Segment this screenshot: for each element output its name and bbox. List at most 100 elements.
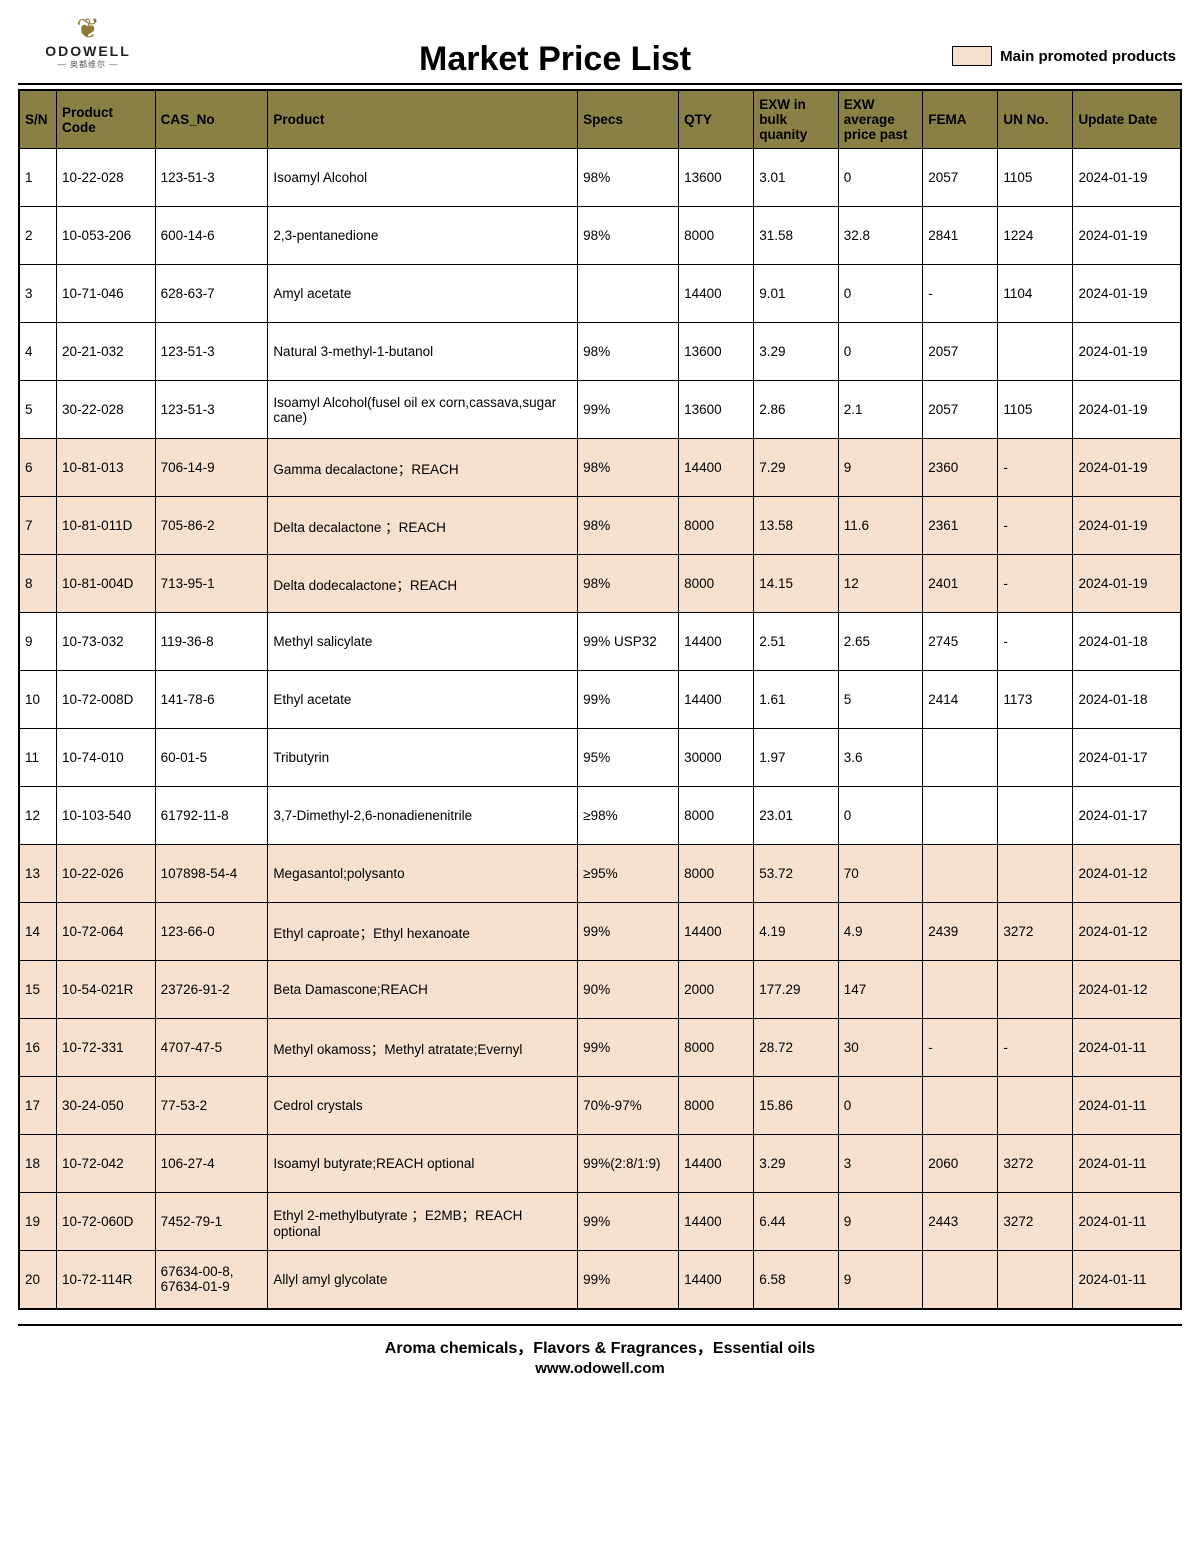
table-cell: 141-78-6 bbox=[155, 671, 268, 729]
table-row: 210-053-206600-14-62,3-pentanedione98%80… bbox=[19, 207, 1181, 265]
table-cell: 10-54-021R bbox=[57, 961, 156, 1019]
table-cell: 2060 bbox=[923, 1135, 998, 1193]
table-cell: 67634-00-8, 67634-01-9 bbox=[155, 1251, 268, 1309]
table-cell bbox=[923, 1251, 998, 1309]
table-cell: 0 bbox=[838, 1077, 923, 1135]
table-cell bbox=[998, 787, 1073, 845]
table-header-row: S/NProduct CodeCAS_NoProductSpecsQTYEXW … bbox=[19, 90, 1181, 149]
table-cell: 2414 bbox=[923, 671, 998, 729]
table-cell: 8000 bbox=[679, 1019, 754, 1077]
table-cell: 147 bbox=[838, 961, 923, 1019]
table-cell: 106-27-4 bbox=[155, 1135, 268, 1193]
table-cell: - bbox=[998, 439, 1073, 497]
table-cell: 0 bbox=[838, 787, 923, 845]
table-cell: 98% bbox=[578, 555, 679, 613]
table-cell: 10-72-114R bbox=[57, 1251, 156, 1309]
table-cell: 2.1 bbox=[838, 381, 923, 439]
table-cell: 0 bbox=[838, 323, 923, 381]
table-cell: 13600 bbox=[679, 149, 754, 207]
table-cell: 123-51-3 bbox=[155, 381, 268, 439]
footer-tagline: Aroma chemicals，Flavors & Fragrances，Ess… bbox=[18, 1334, 1182, 1358]
table-cell: 2360 bbox=[923, 439, 998, 497]
legend: Main promoted products bbox=[952, 46, 1176, 66]
table-cell: Ethyl acetate bbox=[268, 671, 578, 729]
table-cell: 99% bbox=[578, 903, 679, 961]
table-cell: 10-73-032 bbox=[57, 613, 156, 671]
table-cell: 10-81-011D bbox=[57, 497, 156, 555]
table-cell: Natural 3-methyl-1-butanol bbox=[268, 323, 578, 381]
table-cell: - bbox=[998, 497, 1073, 555]
table-cell: 2.65 bbox=[838, 613, 923, 671]
brand-subtitle: — 奥都维尔 — bbox=[58, 59, 118, 70]
table-cell: 2024-01-11 bbox=[1073, 1077, 1181, 1135]
table-cell: 17 bbox=[19, 1077, 57, 1135]
table-cell: 3272 bbox=[998, 903, 1073, 961]
table-cell: 705-86-2 bbox=[155, 497, 268, 555]
table-cell: 1105 bbox=[998, 381, 1073, 439]
table-cell: 3.29 bbox=[754, 323, 839, 381]
table-cell: 600-14-6 bbox=[155, 207, 268, 265]
table-cell: 1 bbox=[19, 149, 57, 207]
table-cell: 14400 bbox=[679, 671, 754, 729]
table-row: 2010-72-114R67634-00-8, 67634-01-9Allyl … bbox=[19, 1251, 1181, 1309]
column-header: Specs bbox=[578, 90, 679, 149]
table-cell: 9 bbox=[19, 613, 57, 671]
table-cell: 7 bbox=[19, 497, 57, 555]
table-row: 1210-103-54061792-11-83,7-Dimethyl-2,6-n… bbox=[19, 787, 1181, 845]
table-cell: 8000 bbox=[679, 787, 754, 845]
table-cell: 16 bbox=[19, 1019, 57, 1077]
table-cell: 3.01 bbox=[754, 149, 839, 207]
table-cell: 98% bbox=[578, 149, 679, 207]
table-cell: 12 bbox=[838, 555, 923, 613]
table-cell: 13600 bbox=[679, 381, 754, 439]
table-cell: Delta decalactone ；REACH bbox=[268, 497, 578, 555]
table-cell: ≥98% bbox=[578, 787, 679, 845]
table-cell: 30 bbox=[838, 1019, 923, 1077]
table-cell: Isoamyl Alcohol(fusel oil ex corn,cassav… bbox=[268, 381, 578, 439]
table-cell: 3 bbox=[19, 265, 57, 323]
table-cell: 13.58 bbox=[754, 497, 839, 555]
column-header: UN No. bbox=[998, 90, 1073, 149]
table-cell: 6.44 bbox=[754, 1193, 839, 1251]
column-header: Product Code bbox=[57, 90, 156, 149]
table-cell: 15.86 bbox=[754, 1077, 839, 1135]
column-header: FEMA bbox=[923, 90, 998, 149]
table-cell: 3.6 bbox=[838, 729, 923, 787]
table-cell: 7.29 bbox=[754, 439, 839, 497]
table-cell: 98% bbox=[578, 207, 679, 265]
table-cell: 70 bbox=[838, 845, 923, 903]
table-cell bbox=[998, 1251, 1073, 1309]
table-cell: 9 bbox=[838, 1251, 923, 1309]
table-cell: 4.19 bbox=[754, 903, 839, 961]
table-cell: 10-81-004D bbox=[57, 555, 156, 613]
table-cell: 98% bbox=[578, 497, 679, 555]
table-cell: 2024-01-19 bbox=[1073, 497, 1181, 555]
table-cell: Gamma decalactone；REACH bbox=[268, 439, 578, 497]
table-cell: 2024-01-11 bbox=[1073, 1019, 1181, 1077]
table-cell: 77-53-2 bbox=[155, 1077, 268, 1135]
table-cell: 8 bbox=[19, 555, 57, 613]
table-cell: 10-72-064 bbox=[57, 903, 156, 961]
table-cell: 8000 bbox=[679, 1077, 754, 1135]
table-cell bbox=[998, 323, 1073, 381]
table-cell: Isoamyl Alcohol bbox=[268, 149, 578, 207]
table-cell: 2024-01-11 bbox=[1073, 1251, 1181, 1309]
table-row: 1610-72-3314707-47-5Methyl okamoss；Methy… bbox=[19, 1019, 1181, 1077]
table-cell: 2024-01-18 bbox=[1073, 613, 1181, 671]
table-cell: 14400 bbox=[679, 1193, 754, 1251]
table-cell: 14400 bbox=[679, 265, 754, 323]
table-cell: Delta dodecalactone；REACH bbox=[268, 555, 578, 613]
legend-swatch bbox=[952, 46, 992, 66]
table-cell bbox=[998, 729, 1073, 787]
table-cell: 10 bbox=[19, 671, 57, 729]
table-row: 530-22-028123-51-3Isoamyl Alcohol(fusel … bbox=[19, 381, 1181, 439]
column-header: EXW in bulk quanity bbox=[754, 90, 839, 149]
table-cell: 11.6 bbox=[838, 497, 923, 555]
table-cell: 2,3-pentanedione bbox=[268, 207, 578, 265]
table-cell: 2057 bbox=[923, 381, 998, 439]
table-cell: Cedrol crystals bbox=[268, 1077, 578, 1135]
table-cell: 12 bbox=[19, 787, 57, 845]
table-cell: Ethyl 2-methylbutyrate ；E2MB；REACH optio… bbox=[268, 1193, 578, 1251]
table-row: 420-21-032123-51-3Natural 3-methyl-1-but… bbox=[19, 323, 1181, 381]
table-cell: - bbox=[923, 265, 998, 323]
